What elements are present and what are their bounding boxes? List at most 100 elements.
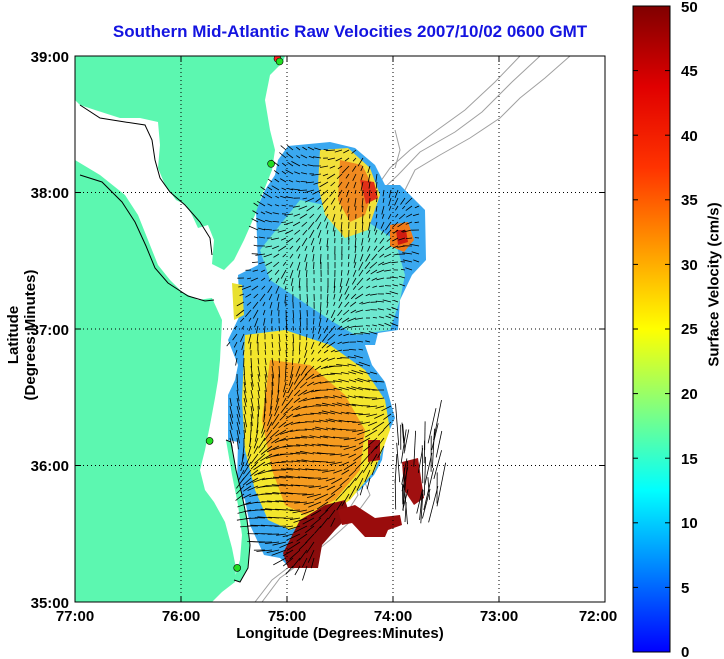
velocity-vector: [260, 453, 273, 462]
velocity-vector: [383, 413, 392, 420]
velocity-vector: [320, 165, 329, 168]
velocity-vector: [267, 203, 273, 207]
velocity-vector: [279, 152, 287, 159]
velocity-vector: [374, 229, 378, 235]
velocity-vector: [398, 275, 406, 279]
velocity-vector: [385, 292, 392, 295]
velocity-vector: [285, 341, 288, 351]
velocity-vector: [254, 469, 266, 476]
velocity-vector: [243, 365, 245, 376]
velocity-vector: [323, 435, 336, 439]
velocity-vector: [395, 403, 400, 446]
velocity-vector: [294, 413, 308, 417]
velocity-vector: [343, 149, 350, 154]
velocity-vector: [367, 165, 371, 174]
velocity-vector: [264, 381, 267, 392]
velocity-vector: [289, 549, 301, 560]
velocity-vector: [242, 477, 252, 486]
velocity-vector: [271, 341, 274, 348]
velocity-vector: [346, 403, 357, 407]
velocity-vector: [383, 421, 392, 430]
velocity-vector: [318, 333, 322, 340]
velocity-vector: [251, 218, 259, 223]
velocity-vector: [304, 197, 315, 203]
velocity-vector: [401, 229, 406, 233]
velocity-vector: [289, 253, 294, 259]
velocity-vector: [287, 161, 294, 167]
velocity-vector: [243, 373, 246, 386]
velocity-vector: [271, 373, 274, 387]
velocity-vector: [361, 189, 364, 196]
red-speed-zone-east: [396, 230, 408, 245]
velocity-vector: [289, 509, 301, 512]
velocity-vector: [376, 277, 385, 281]
velocity-vector: [330, 197, 336, 205]
velocity-vector: [345, 181, 350, 189]
velocity-vector: [353, 413, 364, 415]
velocity-vector: [301, 237, 308, 247]
velocity-vector: [344, 301, 350, 308]
velocity-vector: [315, 213, 322, 223]
velocity-vector: [374, 221, 378, 232]
velocity-vector: [330, 349, 336, 353]
velocity-vector: [333, 229, 336, 237]
velocity-vector: [279, 483, 294, 487]
velocity-vector: [320, 365, 329, 370]
velocity-vector: [286, 541, 301, 551]
velocity-vector: [293, 525, 308, 534]
velocity-vector: [341, 485, 350, 495]
velocity-vector: [291, 557, 301, 569]
dark-red-zone-south: [283, 500, 350, 568]
velocity-vector: [272, 421, 280, 430]
radar-station-marker: [233, 564, 241, 572]
chesapeake-shoreline: [79, 104, 213, 256]
velocity-vector: [346, 189, 350, 198]
velocity-vector: [340, 372, 350, 375]
velocity-vector: [243, 485, 252, 492]
velocity-vector: [253, 293, 259, 299]
velocity-vector: [375, 213, 378, 219]
velocity-vector: [333, 380, 343, 383]
velocity-vector: [323, 205, 329, 213]
velocity-vector: [386, 308, 392, 311]
velocity-vector: [368, 237, 371, 243]
velocity-vector: [300, 365, 308, 376]
velocity-vector: [263, 192, 273, 199]
velocity-vector: [266, 269, 273, 275]
velocity-vector: [405, 221, 413, 225]
velocity-vector: [329, 461, 343, 465]
velocity-vector: [243, 405, 247, 415]
velocity-vector: [293, 373, 301, 385]
velocity-vector: [267, 186, 273, 191]
velocity-vector: [382, 189, 385, 197]
velocity-vector: [285, 413, 294, 420]
velocity-vector: [342, 341, 350, 344]
velocity-vector: [251, 261, 259, 263]
velocity-vector: [339, 461, 350, 467]
velocity-vector: [253, 202, 259, 207]
velocity-vector: [266, 421, 273, 432]
velocity-vector: [367, 173, 371, 183]
velocity-vector: [435, 430, 443, 458]
velocity-vector: [275, 195, 280, 199]
velocity-vector: [413, 259, 420, 263]
velocity-vector: [321, 453, 336, 455]
velocity-vector: [382, 299, 392, 303]
velocity-vector: [355, 229, 357, 238]
velocity-vector: [368, 189, 371, 197]
velocity-vector: [298, 269, 301, 278]
velocity-vector: [325, 221, 329, 229]
velocity-vector: [304, 189, 315, 193]
velocity-vector: [290, 365, 294, 379]
velocity-vector: [260, 445, 273, 455]
velocity-vector: [272, 541, 287, 546]
velocity-vector: [318, 485, 329, 489]
velocity-vector: [296, 155, 301, 159]
velocity-vector: [313, 181, 322, 185]
velocity-vector: [348, 477, 357, 488]
velocity-vector: [264, 349, 267, 355]
velocity-vector: [236, 301, 245, 307]
velocity-vector: [310, 341, 315, 350]
velocity-vector: [358, 261, 364, 271]
velocity-vector: [305, 261, 308, 271]
